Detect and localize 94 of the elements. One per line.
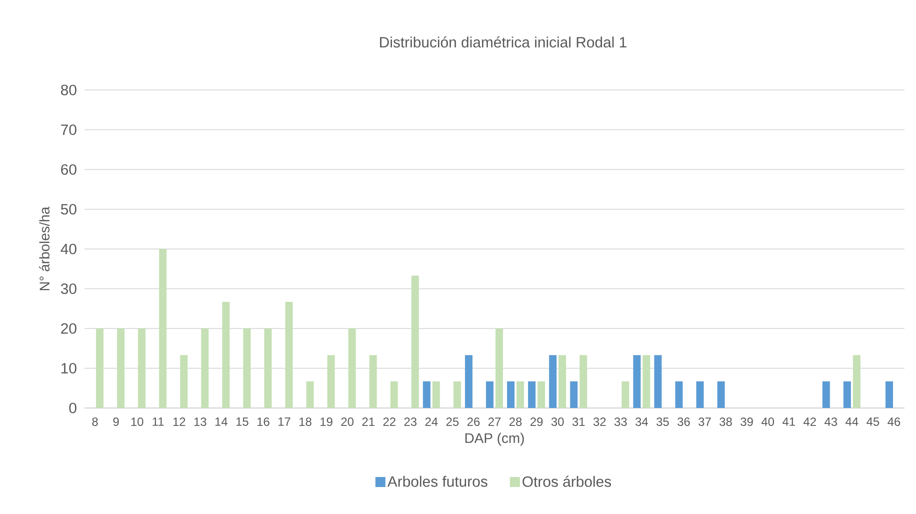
x-tick-label: 36	[678, 418, 690, 426]
y-tick-label: 40	[60, 244, 76, 254]
bar	[486, 381, 494, 408]
x-tick-label: 41	[782, 418, 795, 426]
x-tick-label: 13	[194, 418, 206, 426]
x-tick-label: 46	[888, 418, 900, 426]
y-tick-label: 30	[60, 283, 76, 294]
bar	[558, 355, 566, 408]
bar	[264, 328, 272, 408]
bar	[696, 381, 704, 408]
x-tick-label: 38	[720, 418, 732, 426]
y-tick-label: 0	[69, 402, 76, 414]
x-tick-label: 31	[572, 418, 585, 426]
x-tick-label: 25	[446, 418, 459, 426]
bar	[495, 328, 503, 408]
legend-label: Arboles futuros	[387, 476, 488, 487]
y-tick-label: 80	[61, 84, 76, 96]
x-tick-label: 37	[698, 418, 711, 426]
bar	[633, 355, 641, 408]
x-tick-label: 29	[530, 418, 543, 426]
y-tick-label: 20	[61, 323, 76, 334]
bar	[138, 328, 146, 408]
bar	[885, 381, 893, 408]
bar	[432, 381, 440, 408]
x-tick-label: 30	[551, 418, 564, 426]
bar	[570, 381, 578, 408]
y-tick-label: 50	[60, 204, 76, 215]
bar	[516, 381, 524, 408]
bar	[528, 381, 536, 408]
bar	[306, 381, 314, 408]
bar	[411, 276, 419, 408]
bar	[642, 355, 650, 408]
bar	[243, 328, 251, 408]
bar	[327, 355, 335, 408]
x-tick-label: 11	[152, 418, 164, 426]
x-tick-label: 19	[320, 418, 332, 426]
x-tick-label: 42	[804, 418, 816, 426]
legend-label: Otros árboles	[522, 476, 612, 487]
bar	[675, 381, 683, 408]
x-tick-label: 8	[92, 418, 98, 426]
bar	[422, 381, 430, 408]
x-tick-label: 35	[656, 418, 669, 426]
bar	[453, 381, 461, 408]
x-tick-label: 39	[740, 418, 753, 426]
chart-title: Distribución diamétrica inicial Rodal 1	[380, 36, 626, 48]
y-axis-title: N° árboles/ha	[39, 206, 50, 290]
bar	[822, 381, 830, 408]
x-tick-label: 43	[824, 418, 838, 426]
bar	[852, 355, 860, 408]
x-axis-title: DAP (cm)	[465, 432, 524, 446]
x-tick-label: 20	[341, 418, 354, 426]
bar	[538, 381, 546, 408]
bar	[201, 328, 209, 408]
x-tick-label: 32	[593, 418, 606, 426]
x-tick-label: 15	[236, 418, 248, 426]
x-tick-label: 12	[173, 418, 186, 426]
y-tick-label: 60	[61, 164, 76, 175]
x-tick-label: 34	[635, 418, 648, 426]
x-tick-label: 28	[509, 418, 522, 426]
x-tick-label: 17	[278, 418, 290, 426]
y-tick-label: 10	[61, 362, 76, 374]
x-tick-label: 16	[257, 418, 270, 426]
bar	[622, 381, 630, 408]
bar	[464, 355, 472, 408]
bar	[348, 328, 356, 408]
bar	[96, 328, 104, 408]
bar	[580, 355, 588, 408]
x-tick-label: 27	[488, 418, 501, 426]
y-tick-label: 70	[61, 124, 76, 136]
x-tick-label: 40	[761, 418, 774, 426]
x-tick-label: 24	[425, 418, 438, 426]
bar	[369, 355, 377, 408]
bar	[285, 302, 293, 408]
x-tick-label: 22	[383, 418, 396, 426]
x-tick-label: 21	[362, 418, 374, 426]
x-tick-label: 9	[113, 418, 119, 426]
x-tick-label: 44	[846, 418, 858, 426]
bar	[180, 355, 188, 408]
x-tick-label: 23	[404, 418, 417, 426]
bar	[159, 248, 167, 408]
x-tick-label: 45	[866, 418, 880, 426]
x-tick-label: 26	[467, 418, 480, 426]
x-tick-label: 33	[614, 418, 627, 426]
bar	[549, 355, 557, 408]
bar	[222, 302, 230, 408]
bar	[390, 381, 398, 408]
bar	[117, 328, 125, 408]
bar	[654, 355, 662, 408]
bar	[507, 381, 515, 408]
x-tick-label: 10	[131, 418, 144, 426]
bar	[717, 381, 725, 408]
x-tick-label: 18	[300, 418, 312, 426]
bar	[843, 381, 851, 408]
x-tick-label: 14	[215, 418, 228, 426]
